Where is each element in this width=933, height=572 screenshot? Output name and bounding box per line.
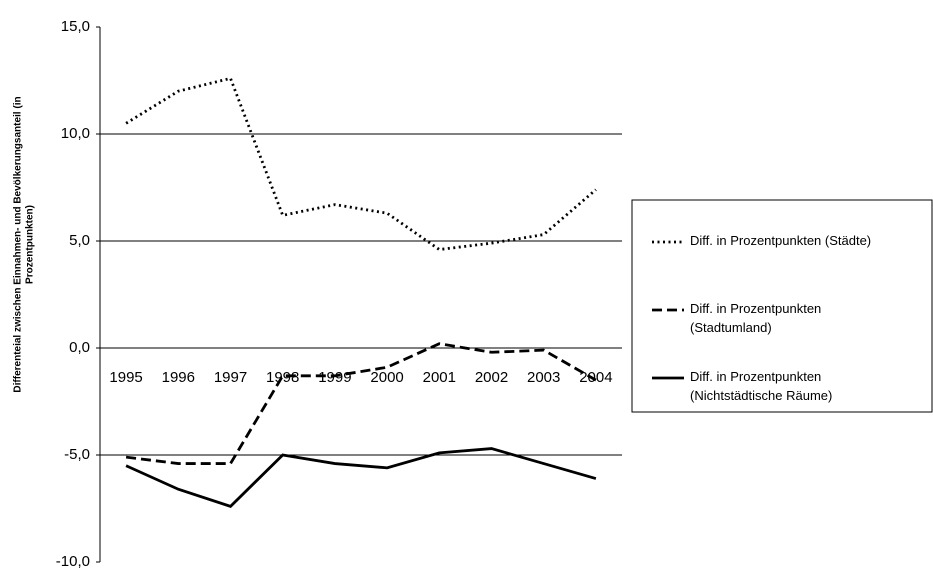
- x-tick-label: 1996: [162, 369, 195, 386]
- legend-label: Diff. in Prozentpunkten (Nichtstädtische …: [690, 369, 832, 403]
- legend-label: Diff. in Prozentpunkten (Städte): [690, 233, 871, 248]
- y-tick-label: 10,0: [61, 125, 90, 142]
- x-tick-label: 1998: [266, 369, 299, 386]
- x-tick-label: 1999: [318, 369, 351, 386]
- x-tick-label: 2003: [527, 369, 560, 386]
- y-tick-label: -10,0: [56, 553, 90, 570]
- y-tick-label: -5,0: [64, 446, 90, 463]
- x-tick-label: 1997: [214, 369, 247, 386]
- x-tick-label: 1995: [109, 369, 142, 386]
- y-tick-label: 0,0: [69, 339, 90, 356]
- y-axis-label: Differenteial zwischen Einnahmen- und Be…: [13, 96, 24, 392]
- x-tick-label: 2004: [579, 369, 612, 386]
- y-axis-label: Prozentpunkten): [25, 205, 36, 284]
- y-tick-label: 5,0: [69, 232, 90, 249]
- data-line: [125, 76, 597, 252]
- legend-label: Diff. in Prozentpunkten (Stadtumland): [690, 301, 821, 335]
- x-tick-label: 2000: [370, 369, 403, 386]
- x-tick-label: 2001: [423, 369, 456, 386]
- y-tick-label: 15,0: [61, 18, 90, 35]
- x-tick-label: 2002: [475, 369, 508, 386]
- data-line: [125, 447, 597, 508]
- data-line: [125, 342, 597, 465]
